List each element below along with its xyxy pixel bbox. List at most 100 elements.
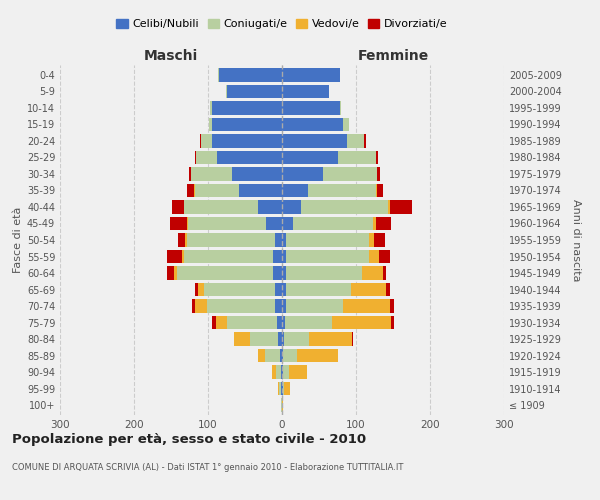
Bar	[172, 200, 184, 214]
Bar	[323, 167, 377, 180]
Bar	[191, 167, 232, 180]
Bar	[343, 118, 349, 131]
Bar	[374, 233, 385, 247]
Bar	[273, 266, 282, 280]
Text: Popolazione per età, sesso e stato civile - 2010: Popolazione per età, sesso e stato civil…	[12, 432, 366, 446]
Bar	[282, 134, 347, 147]
Bar	[273, 250, 282, 264]
Bar	[377, 167, 380, 180]
Bar	[234, 332, 250, 346]
Bar	[266, 216, 282, 230]
Bar	[352, 332, 353, 346]
Bar	[277, 316, 282, 330]
Bar	[297, 349, 337, 362]
Bar	[272, 366, 276, 379]
Bar	[376, 184, 377, 197]
Bar	[218, 68, 219, 82]
Legend: Celibi/Nubili, Coniugati/e, Vedovi/e, Divorziati/e: Celibi/Nubili, Coniugati/e, Vedovi/e, Di…	[114, 16, 450, 31]
Bar	[178, 233, 185, 247]
Bar	[182, 250, 184, 264]
Bar	[285, 316, 332, 330]
Bar	[377, 184, 383, 197]
Bar	[383, 266, 386, 280]
Bar	[284, 332, 308, 346]
Bar	[194, 283, 199, 296]
Bar	[194, 150, 196, 164]
Bar	[177, 266, 273, 280]
Text: Maschi: Maschi	[144, 50, 198, 64]
Bar	[282, 366, 283, 379]
Bar	[167, 266, 174, 280]
Bar	[206, 300, 275, 313]
Bar	[196, 300, 206, 313]
Bar	[189, 167, 191, 180]
Bar	[265, 349, 280, 362]
Bar	[286, 266, 362, 280]
Text: COMUNE DI ARQUATA SCRIVIA (AL) - Dati ISTAT 1° gennaio 2010 - Elaborazione TUTTI: COMUNE DI ARQUATA SCRIVIA (AL) - Dati IS…	[12, 462, 403, 471]
Bar	[227, 84, 282, 98]
Bar	[282, 283, 286, 296]
Text: Femmine: Femmine	[358, 50, 428, 64]
Bar	[282, 349, 283, 362]
Bar	[239, 184, 282, 197]
Bar	[362, 266, 383, 280]
Bar	[184, 250, 273, 264]
Bar	[259, 200, 282, 214]
Bar	[282, 233, 286, 247]
Bar	[275, 233, 282, 247]
Bar	[301, 200, 388, 214]
Bar	[226, 84, 227, 98]
Bar	[282, 118, 343, 131]
Bar	[167, 250, 182, 264]
Y-axis label: Fasce di età: Fasce di età	[13, 207, 23, 273]
Bar	[370, 250, 379, 264]
Bar	[373, 216, 376, 230]
Bar	[308, 332, 352, 346]
Bar	[281, 398, 282, 412]
Bar	[282, 216, 293, 230]
Bar	[282, 250, 286, 264]
Bar	[390, 200, 412, 214]
Bar	[286, 233, 368, 247]
Bar	[379, 250, 390, 264]
Bar	[282, 101, 340, 114]
Bar	[293, 216, 373, 230]
Bar	[286, 250, 370, 264]
Bar	[187, 216, 188, 230]
Bar	[202, 134, 212, 147]
Bar	[188, 216, 266, 230]
Bar	[212, 118, 282, 131]
Bar	[282, 184, 308, 197]
Bar	[184, 200, 259, 214]
Bar	[212, 101, 282, 114]
Bar	[282, 150, 337, 164]
Bar	[283, 349, 297, 362]
Bar	[196, 150, 217, 164]
Bar	[388, 200, 390, 214]
Bar	[276, 366, 281, 379]
Bar	[281, 382, 282, 396]
Bar	[282, 167, 323, 180]
Bar	[282, 300, 286, 313]
Bar	[187, 233, 275, 247]
Bar	[192, 300, 196, 313]
Bar	[343, 300, 390, 313]
Bar	[282, 332, 284, 346]
Bar	[210, 101, 212, 114]
Bar	[217, 150, 282, 164]
Bar	[282, 200, 301, 214]
Bar	[282, 398, 283, 412]
Bar	[386, 283, 390, 296]
Bar	[204, 283, 275, 296]
Bar	[364, 134, 365, 147]
Bar	[185, 233, 187, 247]
Bar	[257, 349, 265, 362]
Bar	[337, 150, 376, 164]
Bar	[281, 366, 282, 379]
Bar	[170, 216, 187, 230]
Bar	[282, 316, 285, 330]
Bar	[200, 134, 202, 147]
Bar	[216, 316, 227, 330]
Bar	[286, 283, 351, 296]
Bar	[332, 316, 391, 330]
